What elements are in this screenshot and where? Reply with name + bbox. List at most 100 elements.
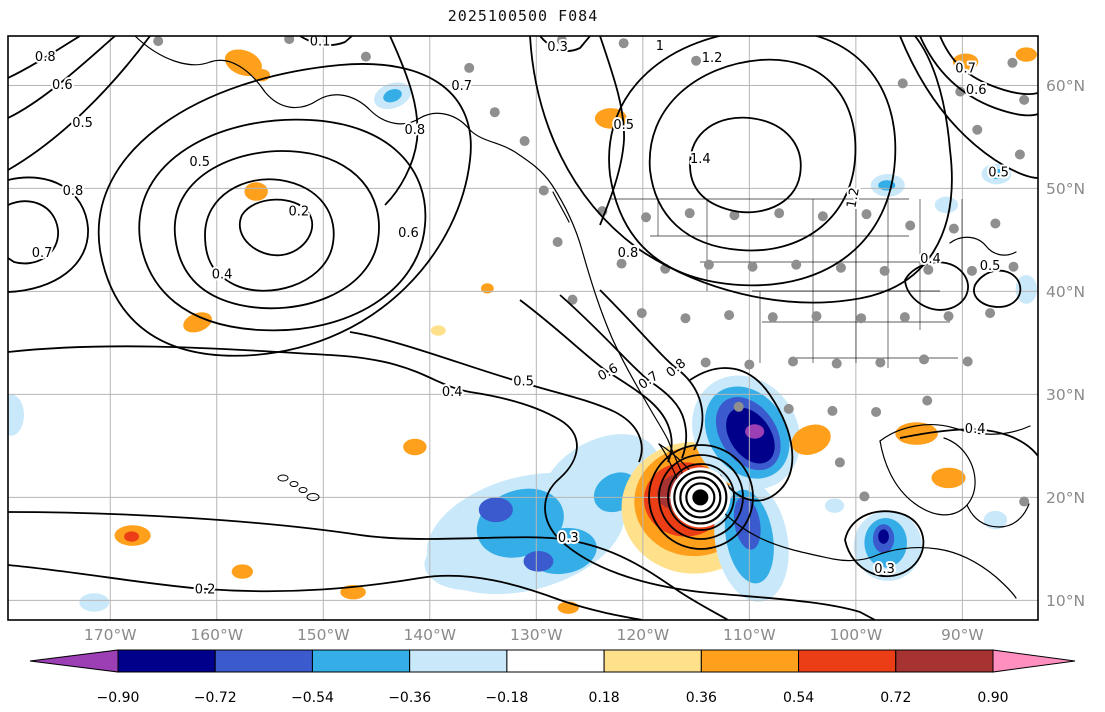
shaded-region xyxy=(403,438,427,456)
colorbar-tick-label: 0.18 xyxy=(589,690,620,706)
colorbar-tick-label: 0.90 xyxy=(977,690,1008,706)
contour-line xyxy=(648,58,857,252)
contour-line xyxy=(919,36,1038,117)
contour-line xyxy=(8,36,81,79)
contour-line xyxy=(904,261,969,311)
contour-label: 0.5 xyxy=(980,259,1001,274)
station-dot xyxy=(729,210,740,221)
y-tick-label: 40°N xyxy=(1046,283,1085,301)
coastline xyxy=(552,191,570,223)
y-tick-label: 20°N xyxy=(1046,489,1085,507)
station-dot xyxy=(811,311,822,322)
contour-label: 0.3 xyxy=(558,531,579,546)
hawaii-island xyxy=(289,481,299,487)
shaded-region xyxy=(383,89,402,103)
station-dot xyxy=(905,220,916,231)
station-dot xyxy=(744,359,755,370)
contour-label: 0.3 xyxy=(547,40,568,55)
station-dot xyxy=(788,356,799,367)
x-tick-label: 90°W xyxy=(941,626,984,644)
station-dot xyxy=(871,406,882,417)
contour-line xyxy=(97,63,472,357)
contour-line xyxy=(299,36,353,47)
contour-line xyxy=(667,463,735,531)
coastline xyxy=(879,424,1031,442)
contour-line xyxy=(844,510,925,578)
shaded-region xyxy=(340,584,366,600)
y-tick-label: 50°N xyxy=(1046,180,1085,198)
contour-line xyxy=(8,36,151,171)
station-dot xyxy=(897,78,908,89)
contour-line xyxy=(8,176,89,293)
contour-label: 0.8 xyxy=(618,246,639,261)
contour-line xyxy=(648,444,754,550)
station-dot xyxy=(733,401,744,412)
contour-label: 0.5 xyxy=(189,155,210,170)
contour-label: 0.5 xyxy=(988,165,1009,180)
shaded-region xyxy=(989,168,1004,180)
shaded-region xyxy=(8,394,24,436)
grid-layer xyxy=(8,36,1038,620)
x-tick-label: 140°W xyxy=(403,626,456,644)
colorbar-tick-label: −0.36 xyxy=(388,690,431,706)
station-dot xyxy=(919,354,930,365)
x-tick-label: 100°W xyxy=(830,626,883,644)
colorbar-segment xyxy=(895,649,994,673)
shaded-region xyxy=(931,467,966,489)
colorbar-tick-label: −0.18 xyxy=(485,690,528,706)
contour-label: 0.3 xyxy=(874,562,895,577)
station-dot xyxy=(552,236,563,247)
station-dot xyxy=(747,261,758,272)
contour-line xyxy=(529,36,953,304)
contour-label: 0.4 xyxy=(965,422,986,437)
contour-label: 0.4 xyxy=(212,267,233,282)
contour-label: 0.5 xyxy=(72,116,93,131)
shaded-region xyxy=(824,498,845,513)
colorbar-segment xyxy=(603,649,702,673)
shaded-region xyxy=(183,312,212,333)
contour-line xyxy=(899,428,1038,457)
colorbar-tick-label: 0.36 xyxy=(686,690,717,706)
station-dots-layer xyxy=(153,36,1030,507)
shaded-region xyxy=(478,497,513,523)
coastline xyxy=(949,236,1017,256)
hawaii-island xyxy=(298,487,308,493)
station-dot xyxy=(1008,261,1019,272)
coastline xyxy=(134,36,708,525)
colorbar-tick-label: 0.72 xyxy=(880,690,911,706)
contour-label: 0.7 xyxy=(32,246,53,261)
contour-label: 1.2 xyxy=(702,51,723,66)
station-dot xyxy=(1019,94,1030,105)
station-dot xyxy=(616,258,627,269)
contour-line xyxy=(539,36,591,52)
shaded-region xyxy=(934,196,959,214)
station-dot xyxy=(1019,496,1030,507)
station-dot xyxy=(691,55,702,66)
hawaii-island xyxy=(277,474,289,482)
station-dot xyxy=(879,265,890,276)
contour-line xyxy=(8,564,643,620)
x-tick-label: 110°W xyxy=(723,626,776,644)
colorbar-segment xyxy=(700,649,800,673)
contour-line xyxy=(973,269,1022,308)
station-dot xyxy=(827,405,838,416)
contour-label: 1.2 xyxy=(844,186,862,209)
colorbar: −0.90 −0.72 −0.54 −0.36 −0.18 0.18 0.36 0.54 0.7… xyxy=(29,649,1076,706)
contour-label: 0.4 xyxy=(442,385,463,400)
contour-label: 0.6 xyxy=(966,83,987,98)
contour-label: 1.4 xyxy=(690,152,711,167)
coastline xyxy=(966,503,1030,528)
station-dot xyxy=(856,313,867,324)
contour-label: 0.5 xyxy=(613,118,634,133)
contour-label: 0.4 xyxy=(920,252,941,267)
shaded-region xyxy=(424,538,510,591)
station-dot xyxy=(1007,57,1018,68)
station-dot xyxy=(943,311,954,322)
colorbar-segment xyxy=(311,649,411,673)
station-dot xyxy=(724,310,735,321)
shaded-region xyxy=(791,424,831,455)
colorbar-segment xyxy=(117,649,216,673)
shaded-region xyxy=(480,283,494,294)
station-dot xyxy=(489,107,500,118)
